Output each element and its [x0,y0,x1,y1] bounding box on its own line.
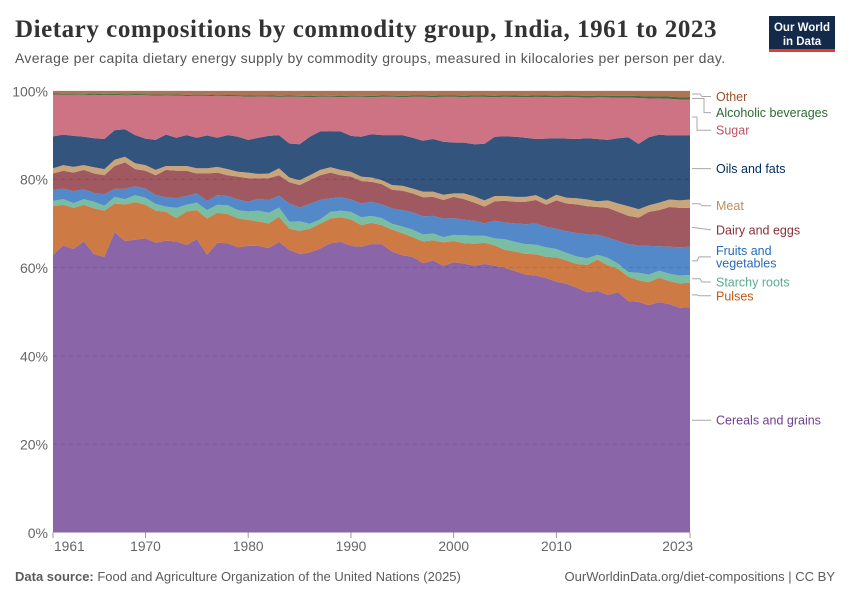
svg-text:Alcoholic beverages: Alcoholic beverages [716,106,828,120]
svg-text:Oils and fats: Oils and fats [716,162,785,176]
svg-text:2000: 2000 [438,539,469,554]
svg-text:Dairy and eggs: Dairy and eggs [716,223,800,237]
svg-text:Sugar: Sugar [716,124,749,138]
svg-text:Other: Other [716,90,747,104]
svg-text:40%: 40% [20,348,48,364]
svg-text:1990: 1990 [336,539,367,554]
svg-text:Cereals and grains: Cereals and grains [716,414,821,428]
svg-text:60%: 60% [20,260,48,276]
svg-text:1970: 1970 [130,539,161,554]
svg-text:Fruits and: Fruits and [716,244,772,258]
svg-text:Pulses: Pulses [716,289,754,303]
svg-text:100%: 100% [12,83,48,99]
svg-text:1961: 1961 [54,539,85,554]
svg-text:0%: 0% [28,525,48,541]
svg-text:1980: 1980 [233,539,264,554]
svg-text:20%: 20% [20,437,48,453]
svg-text:Meat: Meat [716,199,744,213]
svg-text:2010: 2010 [541,539,572,554]
svg-text:80%: 80% [20,172,48,188]
svg-text:vegetables: vegetables [716,257,776,271]
svg-text:Starchy roots: Starchy roots [716,276,790,290]
svg-text:2023: 2023 [662,539,693,554]
